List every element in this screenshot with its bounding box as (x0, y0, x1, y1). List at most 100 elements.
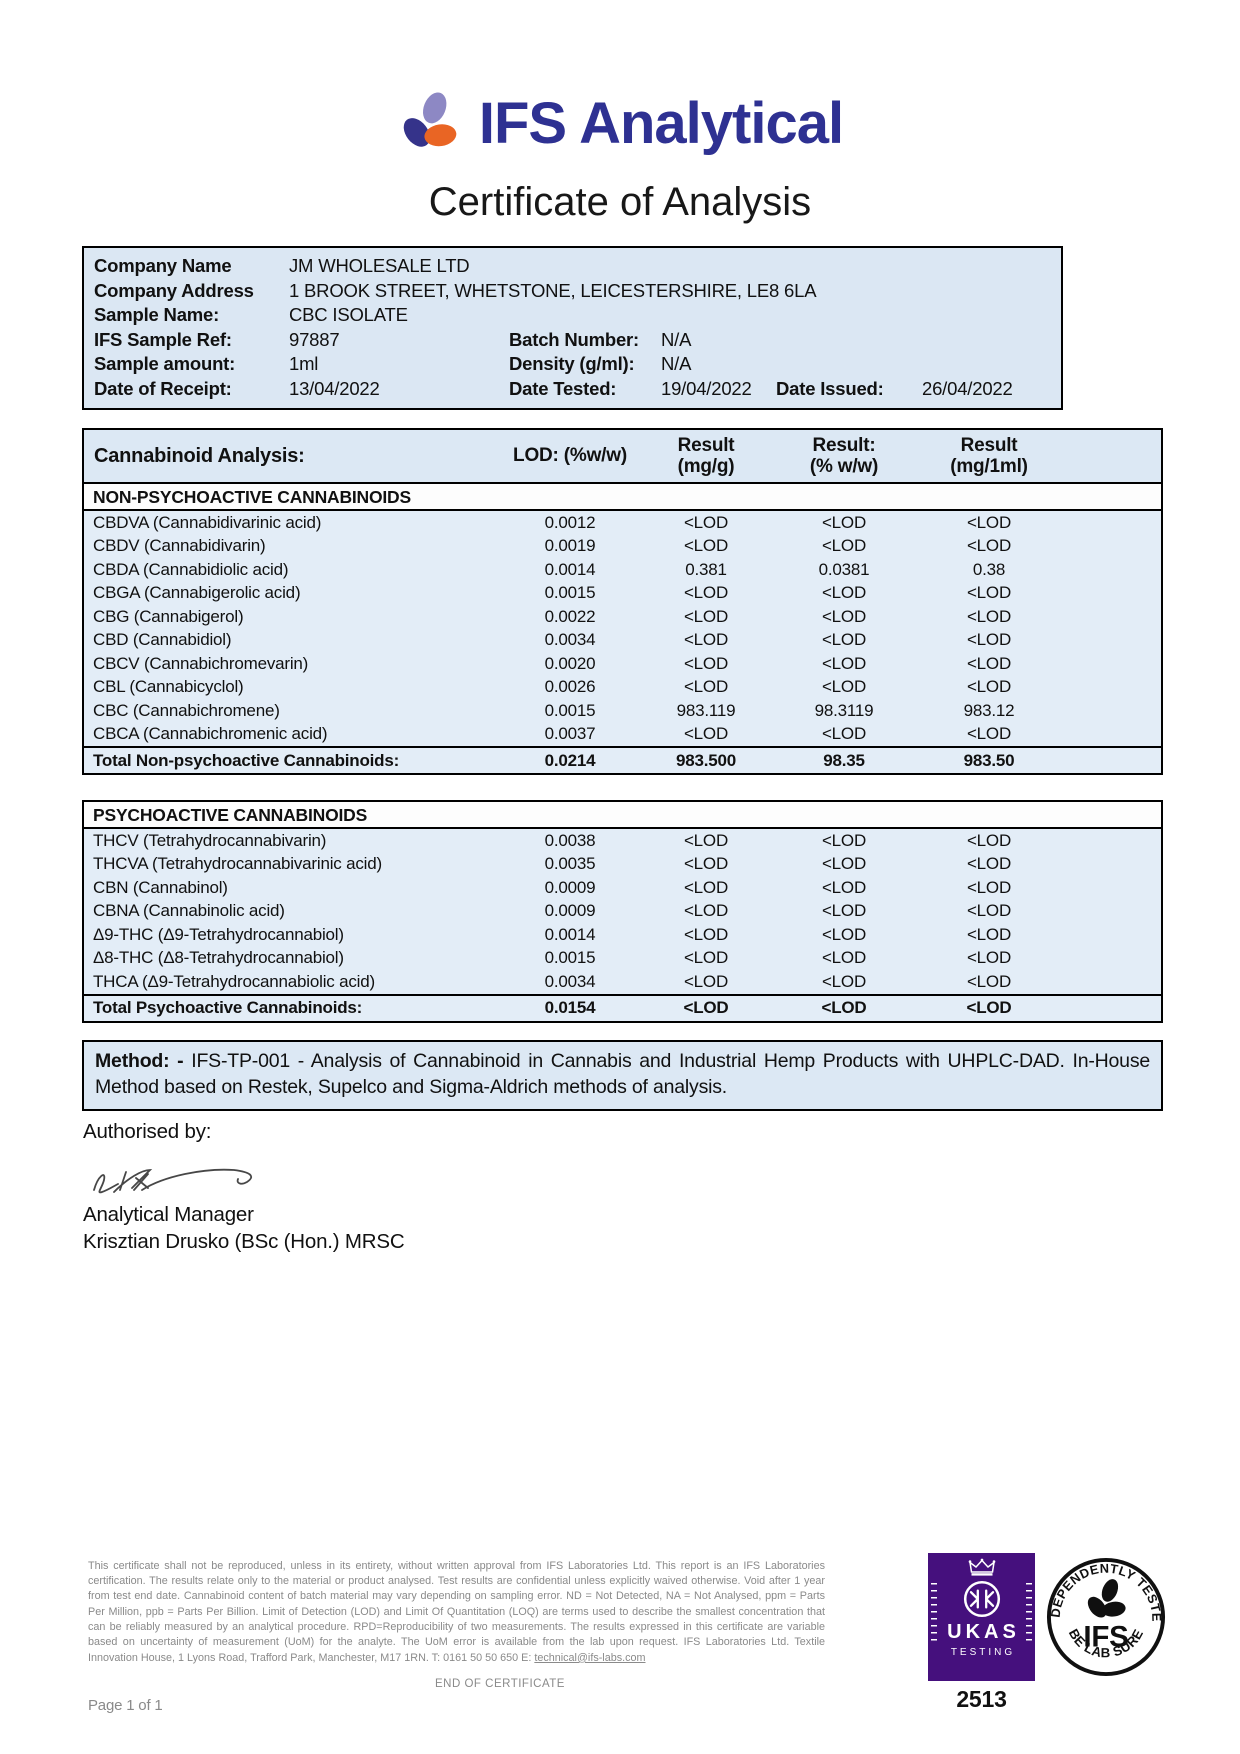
analyte-name: CBNA (Cannabinolic acid) (93, 901, 285, 921)
company-name-value: JM WHOLESALE LTD (289, 255, 470, 276)
sample-ref-value: 97887 (289, 328, 340, 350)
ruler-ticks-icon (931, 1583, 937, 1645)
analyte-name: CBL (Cannabicyclol) (93, 677, 244, 697)
analyte-row: CBCA (Cannabichromenic acid) 0.0037 <LOD <L… (84, 723, 1161, 747)
psychoactive-table: PSYCHOACTIVE CANNABINOIDS THCV (Tetrahyd… (82, 800, 1163, 1023)
density-label: Density (g/ml): (509, 353, 635, 375)
analyte-row: CBN (Cannabinol) 0.0009 <LOD <LOD <LOD (84, 876, 1161, 900)
total-row-non-psychoactive: Total Non-psychoactive Cannabinoids: 0.0… (84, 746, 1161, 773)
analyte-result-mgg: <LOD (683, 830, 729, 850)
ifs-trefoil-logo-icon (403, 92, 457, 147)
analyte-result-mgg: <LOD (683, 877, 729, 897)
analyte-result-pct: <LOD (821, 830, 867, 850)
date-issued-label: Date Issued: (776, 377, 884, 399)
analyte-result-mgg: <LOD (683, 630, 729, 650)
analyte-row: CBDVA (Cannabidivarinic acid) 0.0012 <LOD <… (84, 511, 1161, 535)
column-header-result-pct: Result: (% w/w) (809, 434, 879, 477)
analyte-lod: 0.0015 (544, 700, 596, 720)
date-receipt-label: Date of Receipt: (94, 377, 232, 399)
density-value: N/A (661, 353, 692, 375)
info-row: Sample amount: 1ml Density (g/ml): N/A (84, 353, 1061, 378)
company-address-value: 1 BROOK STREET, WHETSTONE, LEICESTERSHIR… (289, 279, 817, 301)
end-of-certificate-text: END OF CERTIFICATE (435, 1678, 565, 1690)
total-mgml: 983.50 (963, 750, 1015, 770)
analyte-result-pct: <LOD (821, 971, 867, 991)
psychoactive-rows: THCV (Tetrahydrocannabivarin) 0.0038 <LOD <… (84, 829, 1161, 994)
sample-amount-value: 1ml (289, 353, 319, 375)
sample-ref-label: IFS Sample Ref: (94, 328, 232, 350)
analyte-row: CBC (Cannabichromene) 0.0015 983.119 98.311… (84, 699, 1161, 723)
ukas-accreditation-number: 2513 (956, 1686, 1007, 1712)
analyte-row: Δ9-THC (Δ9-Tetrahydrocannabiol) 0.0014 <LO… (84, 923, 1161, 947)
analyte-lod: 0.0009 (544, 901, 596, 921)
analyte-row: THCV (Tetrahydrocannabivarin) 0.0038 <LOD <… (84, 829, 1161, 853)
ukas-mark-icon (963, 1580, 1000, 1618)
analyte-result-mgg: <LOD (683, 854, 729, 874)
contact-email-link[interactable]: technical@ifs-labs.com (534, 1651, 646, 1664)
analyte-row: CBL (Cannabicyclol) 0.0026 <LOD <LOD <LOD (84, 676, 1161, 700)
analyte-result-pct: <LOD (821, 512, 867, 532)
method-label: Method: - (95, 1050, 184, 1072)
non-psychoactive-rows: CBDVA (Cannabidivarinic acid) 0.0012 <LOD <… (84, 511, 1161, 746)
analyte-lod: 0.0014 (544, 559, 596, 579)
analyte-result-mgml: <LOD (966, 924, 1012, 944)
analyte-result-mgg: <LOD (683, 512, 729, 532)
analyte-name: CBDA (Cannabidiolic acid) (93, 559, 289, 579)
analyte-result-mgg: <LOD (683, 583, 729, 603)
analyte-name: CBC (Cannabichromene) (93, 700, 280, 720)
analyte-name: Δ9-THC (Δ9-Tetrahydrocannabiol) (93, 924, 344, 944)
section-header-psychoactive: PSYCHOACTIVE CANNABINOIDS (84, 802, 1161, 829)
cannabinoid-analysis-table: Cannabinoid Analysis: LOD: (%w/w) Result… (82, 428, 1163, 775)
method-box: Method: - IFS-TP-001 - Analysis of Canna… (82, 1040, 1163, 1112)
analyte-lod: 0.0020 (544, 653, 596, 673)
analyte-lod: 0.0015 (544, 948, 596, 968)
analyte-row: CBNA (Cannabinolic acid) 0.0009 <LOD <LOD <L… (84, 900, 1161, 924)
analyte-result-pct: <LOD (821, 854, 867, 874)
analyte-name: CBD (Cannabidiol) (93, 630, 232, 650)
analyte-row: CBDV (Cannabidivarin) 0.0019 <LOD <LOD <LOD (84, 535, 1161, 559)
analyte-row: CBDA (Cannabidiolic acid) 0.0014 0.381 0.03… (84, 558, 1161, 582)
analyte-result-mgml: <LOD (966, 724, 1012, 744)
ukas-title: UKAS (947, 1621, 1020, 1643)
analyte-result-pct: 98.3119 (814, 700, 874, 720)
analyte-result-mgg: <LOD (683, 724, 729, 744)
total-lod: 0.0214 (544, 750, 596, 770)
analyte-lod: 0.0009 (544, 877, 596, 897)
ruler-ticks-icon (1026, 1583, 1032, 1645)
analyte-result-mgg: 0.381 (685, 559, 727, 579)
analyte-result-pct: <LOD (821, 677, 867, 697)
authorised-by-label: Authorised by: (83, 1120, 212, 1143)
analyte-result-mgml: <LOD (966, 948, 1012, 968)
analyte-row: CBGA (Cannabigerolic acid) 0.0015 <LOD <LOD… (84, 582, 1161, 606)
crown-icon (968, 1558, 995, 1576)
analyte-lod: 0.0037 (544, 724, 596, 744)
analyte-result-pct: <LOD (821, 724, 867, 744)
analyte-result-mgml: <LOD (966, 971, 1012, 991)
analyte-row: Δ8-THC (Δ8-Tetrahydrocannabiol) 0.0015 <LO… (84, 947, 1161, 971)
analyte-result-mgml: <LOD (966, 877, 1012, 897)
analyte-name: CBCA (Cannabichromenic acid) (93, 724, 328, 744)
sample-name-label: Sample Name: (94, 304, 220, 326)
total-mgg: 983.500 (675, 750, 737, 770)
analyte-result-mgml: <LOD (966, 830, 1012, 850)
analyte-name: THCV (Tetrahydrocannabivarin) (93, 830, 327, 850)
analyte-name: Δ8-THC (Δ8-Tetrahydrocannabiol) (93, 948, 344, 968)
analyte-row: CBD (Cannabidiol) 0.0034 <LOD <LOD <LOD (84, 629, 1161, 653)
column-header-lod: LOD: (%w/w) (513, 445, 627, 467)
ifs-trefoil-mark-icon (1087, 1579, 1126, 1618)
analyte-result-mgg: <LOD (683, 901, 729, 921)
sample-info-box: Company Name JM WHOLESALE LTD Company Ad… (82, 246, 1063, 410)
analyte-lod: 0.0026 (544, 677, 596, 697)
batch-number-label: Batch Number: (509, 328, 639, 350)
date-tested-value: 19/04/2022 (661, 377, 752, 399)
analyte-result-mgg: 983.119 (676, 700, 736, 720)
analyte-result-mgg: <LOD (683, 924, 729, 944)
analyte-result-mgml: <LOD (966, 512, 1012, 532)
analyte-result-mgml: <LOD (966, 677, 1012, 697)
analyte-result-mgml: <LOD (966, 606, 1012, 626)
date-tested-label: Date Tested: (509, 377, 617, 399)
analyte-result-pct: <LOD (821, 877, 867, 897)
analyte-name: CBGA (Cannabigerolic acid) (93, 583, 301, 603)
analyte-lod: 0.0034 (544, 630, 596, 650)
analyte-result-mgml: <LOD (966, 630, 1012, 650)
